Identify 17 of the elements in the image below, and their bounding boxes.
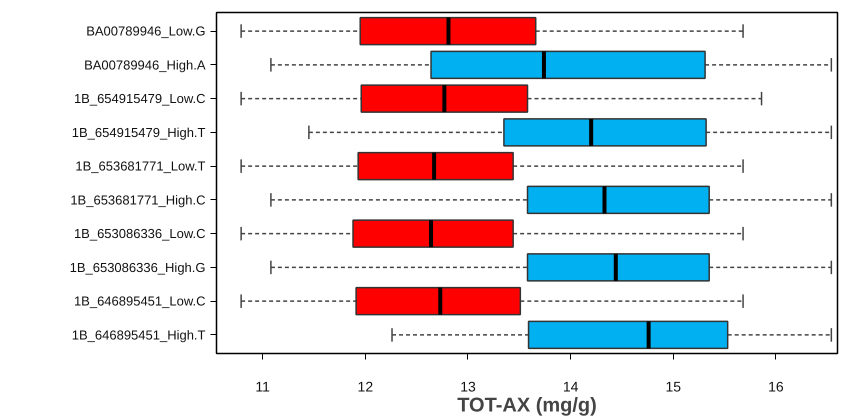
- y-tick-label: BA00789946_High.A: [84, 57, 206, 72]
- y-tick-label: 1B_653681771_Low.T: [75, 158, 206, 174]
- x-tick-label: 12: [358, 378, 374, 394]
- x-axis-title: TOT-AX (mg/g): [457, 394, 597, 416]
- y-tick-label: 1B_646895451_Low.C: [74, 294, 206, 309]
- x-tick-label: 14: [562, 378, 579, 394]
- y-tick-label: 1B_653681771_High.C: [70, 192, 206, 208]
- x-tick-label: 11: [255, 378, 270, 394]
- x-tick-label: 15: [665, 378, 682, 394]
- x-tick-label: 13: [460, 378, 476, 394]
- y-tick-label: 1B_654915479_Low.C: [74, 91, 206, 106]
- y-tick-label: 1B_646895451_High.T: [72, 327, 206, 342]
- y-tick-label: 1B_653086336_Low.C: [74, 226, 206, 242]
- y-tick-label: 1B_654915479_High.T: [72, 124, 206, 140]
- y-tick-label: BA00789946_Low.G: [86, 24, 206, 39]
- x-tick-label: 16: [768, 378, 784, 394]
- y-tick-label: 1B_653086336_High.G: [70, 260, 206, 275]
